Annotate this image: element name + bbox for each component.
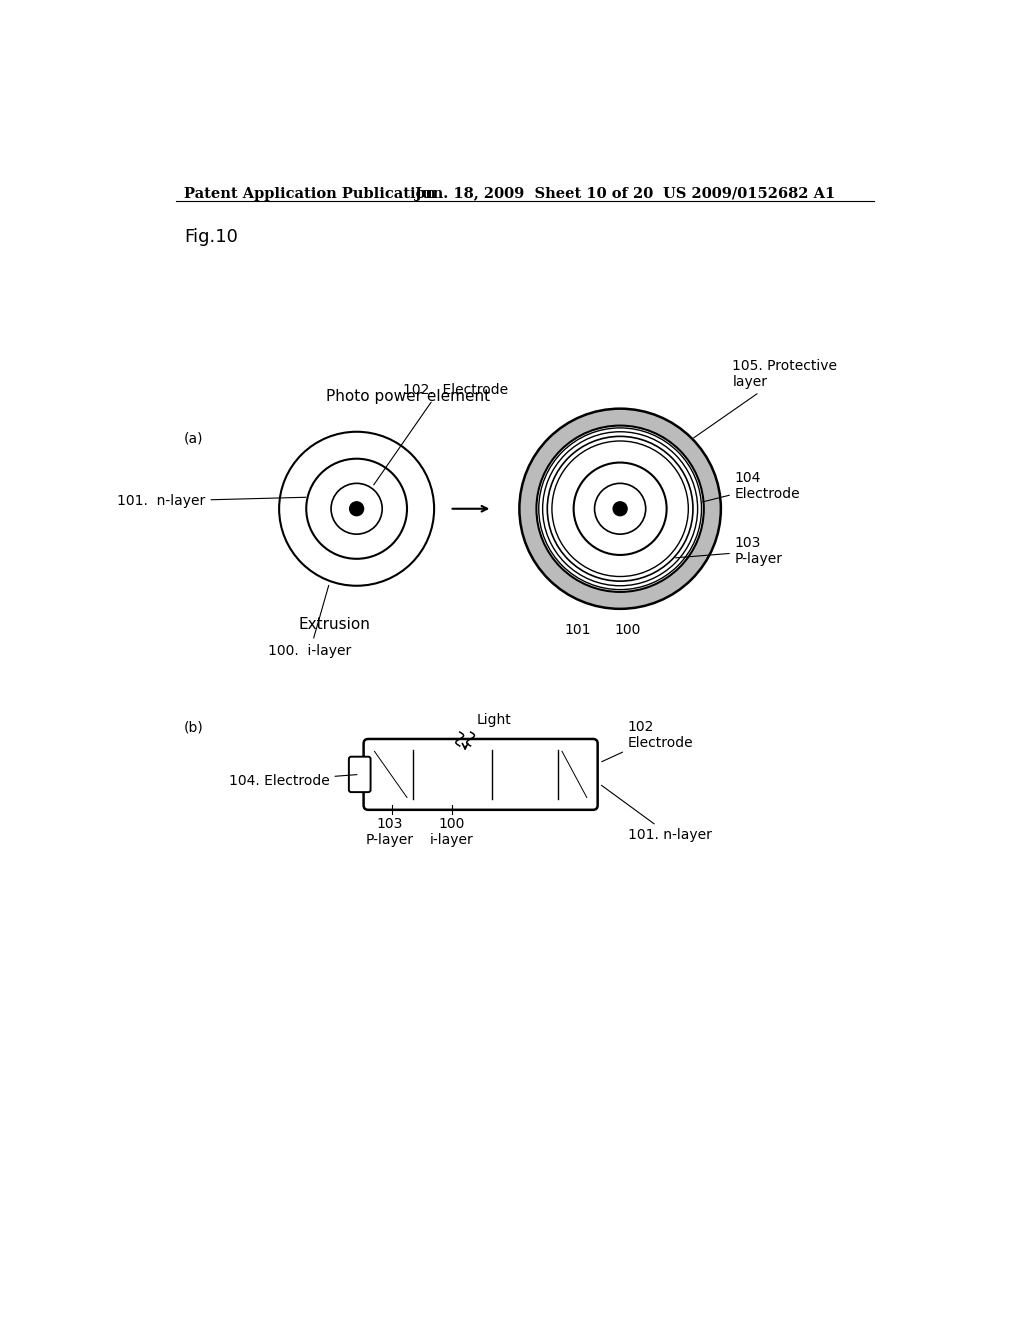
Circle shape bbox=[349, 502, 364, 516]
Text: Patent Application Publication: Patent Application Publication bbox=[183, 187, 436, 201]
Circle shape bbox=[595, 483, 646, 535]
Text: 103
P-layer: 103 P-layer bbox=[366, 817, 414, 847]
Circle shape bbox=[280, 432, 434, 586]
Text: US 2009/0152682 A1: US 2009/0152682 A1 bbox=[663, 187, 835, 201]
Text: 101.  n-layer: 101. n-layer bbox=[118, 494, 306, 508]
Text: Fig.10: Fig.10 bbox=[183, 227, 238, 246]
Circle shape bbox=[573, 462, 667, 554]
Text: 100: 100 bbox=[614, 623, 641, 636]
Text: 104. Electrode: 104. Electrode bbox=[228, 774, 357, 788]
Circle shape bbox=[537, 425, 703, 591]
Text: Jun. 18, 2009  Sheet 10 of 20: Jun. 18, 2009 Sheet 10 of 20 bbox=[415, 187, 653, 201]
Circle shape bbox=[519, 409, 721, 609]
Text: 100
i-layer: 100 i-layer bbox=[430, 817, 474, 847]
Text: (b): (b) bbox=[183, 721, 204, 734]
Circle shape bbox=[331, 483, 382, 535]
Text: 102
Electrode: 102 Electrode bbox=[602, 719, 693, 762]
Text: 102.  Electrode: 102. Electrode bbox=[374, 383, 508, 484]
Circle shape bbox=[613, 502, 627, 516]
Text: Photo power element: Photo power element bbox=[326, 389, 489, 404]
Text: 103
P-layer: 103 P-layer bbox=[676, 536, 782, 566]
Text: (a): (a) bbox=[183, 432, 204, 446]
Text: Light: Light bbox=[477, 713, 512, 727]
FancyBboxPatch shape bbox=[364, 739, 598, 810]
Text: 104
Electrode: 104 Electrode bbox=[702, 470, 801, 502]
FancyBboxPatch shape bbox=[349, 756, 371, 792]
Text: 101. n-layer: 101. n-layer bbox=[601, 785, 712, 842]
Text: 105. Protective
layer: 105. Protective layer bbox=[693, 359, 838, 438]
Text: 101: 101 bbox=[564, 623, 591, 636]
Circle shape bbox=[306, 459, 407, 558]
Text: Extrusion: Extrusion bbox=[299, 616, 371, 631]
Text: 100.  i-layer: 100. i-layer bbox=[268, 585, 352, 657]
